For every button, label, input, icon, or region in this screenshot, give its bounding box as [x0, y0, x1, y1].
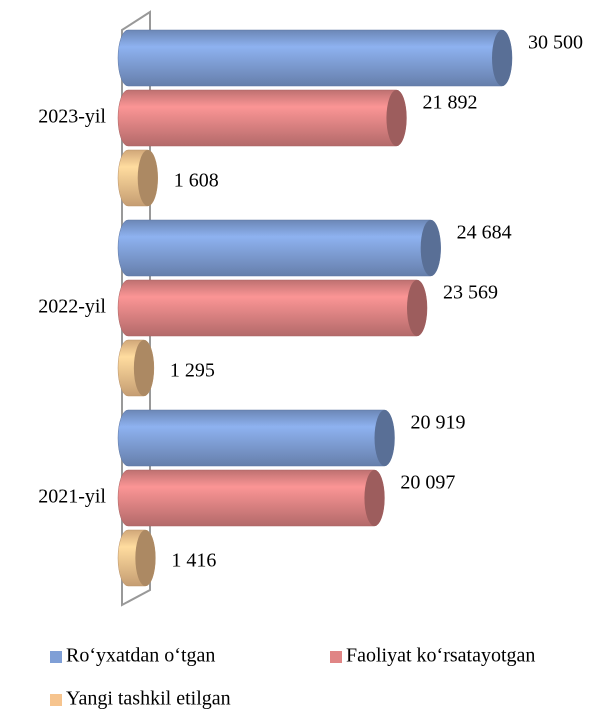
- value-label: 1 416: [171, 550, 216, 572]
- bar-cap: [135, 530, 156, 586]
- value-label: 20 097: [400, 472, 455, 494]
- bar-cap: [364, 470, 385, 526]
- value-label: 1 295: [170, 360, 215, 382]
- value-label: 24 684: [457, 222, 512, 244]
- bar-cap: [420, 220, 441, 276]
- legend-label: Yangi tashkil etilgan: [66, 688, 231, 710]
- value-label: 21 892: [422, 92, 477, 114]
- bar: [117, 89, 407, 147]
- bar-cap: [133, 340, 154, 396]
- bar: [117, 149, 158, 207]
- value-label: 1 608: [174, 170, 219, 192]
- bar: [117, 529, 156, 587]
- y-tick-label: 2022-yil: [38, 296, 106, 318]
- legend-label: Ro‘yxatdan o‘tgan: [66, 645, 215, 667]
- legend-marker: [50, 651, 62, 663]
- legend-label: Faoliyat ko‘rsatayotgan: [346, 645, 535, 667]
- bar: [117, 469, 385, 527]
- bar-body: [117, 29, 513, 87]
- bar-body: [117, 219, 441, 277]
- bar-body: [117, 89, 407, 147]
- bar: [117, 29, 513, 87]
- bar: [117, 339, 155, 397]
- bar-body: [117, 279, 428, 337]
- bar: [117, 219, 441, 277]
- legend-marker: [50, 694, 62, 706]
- value-label: 23 569: [443, 282, 498, 304]
- value-label: 20 919: [411, 412, 466, 434]
- bar-cap: [386, 90, 407, 146]
- legend-marker: [330, 651, 342, 663]
- value-label: 30 500: [528, 32, 583, 54]
- bar-cap: [407, 280, 428, 336]
- bar: [117, 409, 395, 467]
- chart-wall: [121, 10, 151, 607]
- y-tick-label: 2021-yil: [38, 486, 106, 508]
- bar-cap: [492, 30, 512, 86]
- y-tick-label: 2023-yil: [38, 106, 106, 128]
- bar-cap: [137, 150, 158, 206]
- bar-body: [117, 409, 395, 467]
- bar-body: [117, 469, 385, 527]
- bar-cap: [374, 410, 395, 466]
- bar: [117, 279, 428, 337]
